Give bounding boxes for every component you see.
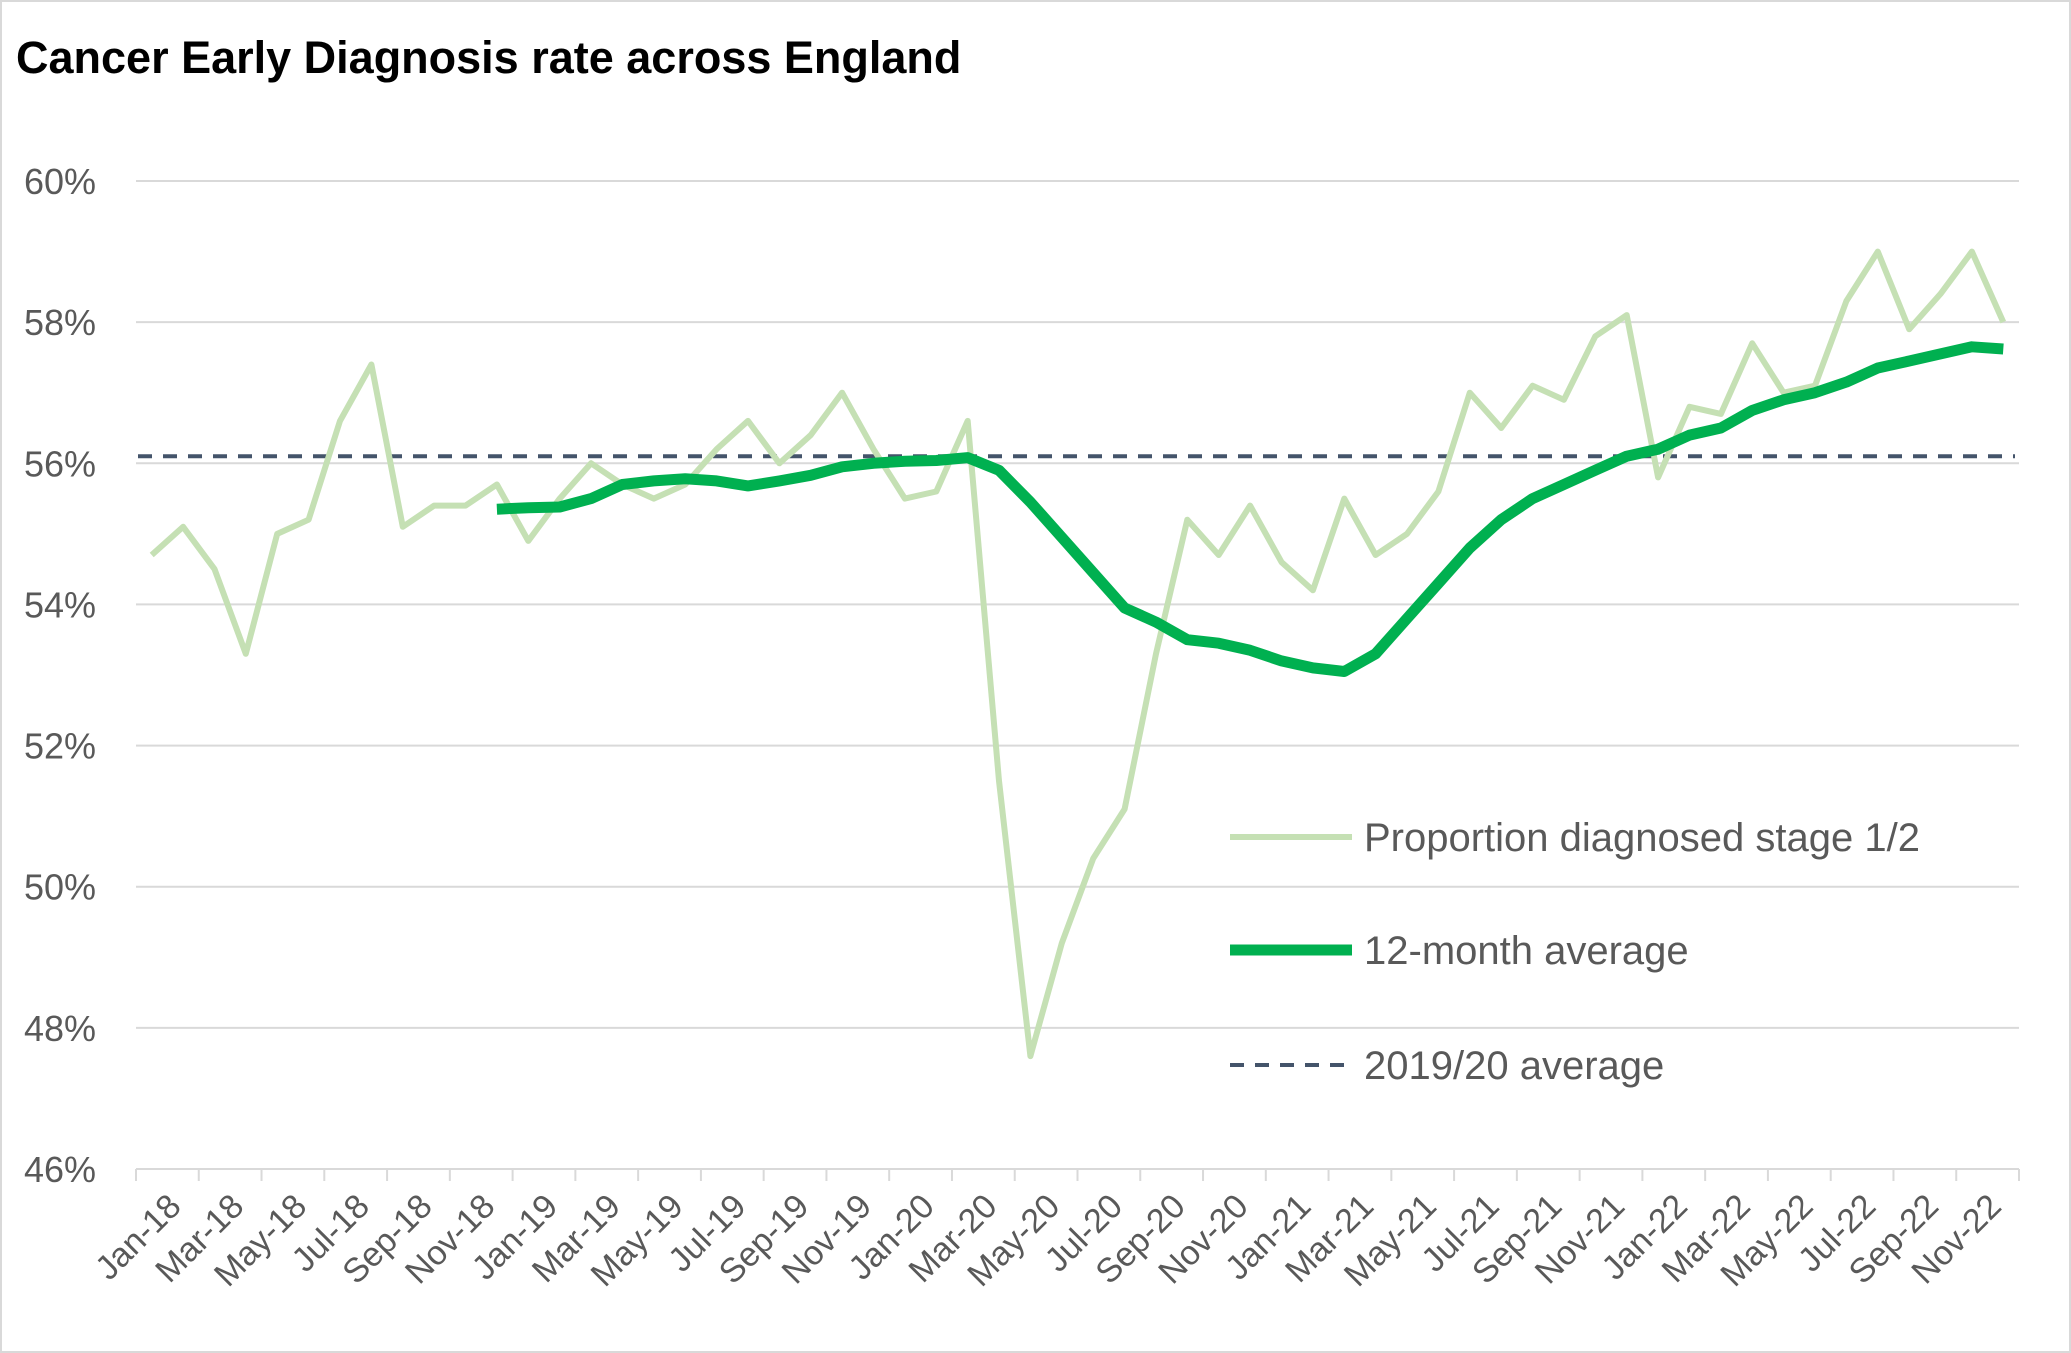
series-line xyxy=(149,248,2007,1060)
x-axis-tick-labels: Jan-18Mar-18May-18Jul-18Sep-18Nov-18Jan-… xyxy=(88,1187,2009,1294)
legend: Proportion diagnosed stage 1/2 12-month a… xyxy=(1230,816,1920,1088)
y-axis-tick-labels: 46% 48% 50% 52% 54% 56% 58% 60% xyxy=(24,161,96,1190)
y-tick-label: 48% xyxy=(24,1008,96,1049)
x-axis xyxy=(135,1168,2020,1181)
series-line xyxy=(496,341,2004,677)
legend-label: Proportion diagnosed stage 1/2 xyxy=(1364,816,1920,860)
y-tick-label: 58% xyxy=(24,302,96,343)
y-tick-label: 54% xyxy=(24,584,96,625)
gridlines xyxy=(136,180,2019,1029)
legend-label: 12-month average xyxy=(1364,929,1689,973)
y-tick-label: 56% xyxy=(24,443,96,484)
y-tick-label: 50% xyxy=(24,867,96,908)
series-lines xyxy=(138,248,2015,1060)
y-tick-label: 52% xyxy=(24,726,96,767)
y-tick-label: 60% xyxy=(24,161,96,202)
y-tick-label: 46% xyxy=(24,1149,96,1190)
chart-title: Cancer Early Diagnosis rate across Engla… xyxy=(16,32,962,83)
legend-label: 2019/20 average xyxy=(1364,1044,1664,1088)
